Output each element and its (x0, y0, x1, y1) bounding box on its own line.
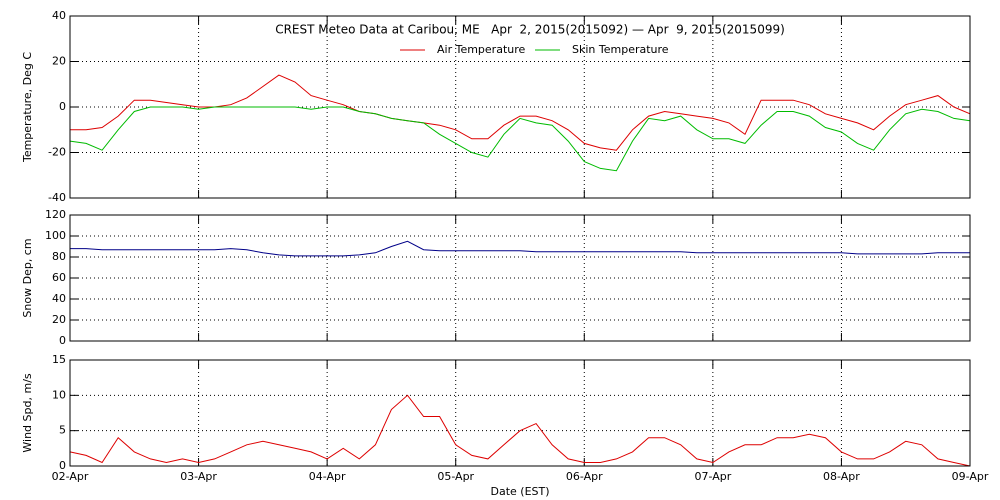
legend-label: Skin Temperature (572, 43, 669, 56)
y-tick-label: 15 (52, 353, 66, 366)
y-axis-label: Snow Dep, cm (21, 238, 34, 317)
y-tick-label: -20 (48, 146, 66, 159)
y-tick-label: 0 (59, 459, 66, 472)
y-tick-label: 5 (59, 424, 66, 437)
y-tick-label: 40 (52, 9, 66, 22)
y-tick-label: 40 (52, 292, 66, 305)
x-tick-label: 06-Apr (566, 470, 603, 483)
x-tick-label: 08-Apr (823, 470, 860, 483)
data-line (69, 394, 971, 467)
y-tick-label: 80 (52, 250, 66, 263)
x-tick-label: 04-Apr (309, 470, 346, 483)
x-axis-label: Date (EST) (490, 485, 549, 498)
plot-frame (69, 359, 971, 467)
y-tick-label: 20 (52, 313, 66, 326)
x-tick-label: 05-Apr (437, 470, 474, 483)
data-line (70, 240, 970, 257)
x-tick-label: 03-Apr (180, 470, 217, 483)
x-tick-label: 09-Apr (952, 470, 989, 483)
plot-frame (69, 15, 971, 199)
data-line (70, 74, 971, 151)
y-tick-label: 60 (52, 271, 66, 284)
y-tick-label: -40 (48, 191, 66, 204)
y-axis-label: Wind Spd, m/s (21, 373, 34, 453)
y-axis-label: Temperature, Deg C (21, 52, 34, 163)
plot-frame (69, 214, 971, 342)
y-tick-label: 120 (45, 208, 66, 221)
legend-label: Air Temperature (437, 43, 526, 56)
x-tick-label: 02-Apr (52, 470, 89, 483)
y-tick-label: 0 (59, 100, 66, 113)
y-tick-label: 10 (52, 388, 66, 401)
chart-title: CREST Meteo Data at Caribou, ME Apr 2, 2… (275, 23, 785, 37)
y-tick-label: 20 (52, 55, 66, 68)
y-tick-label: 100 (45, 229, 66, 242)
y-tick-label: 0 (59, 334, 66, 347)
data-line (69, 106, 971, 172)
x-tick-label: 07-Apr (694, 470, 731, 483)
